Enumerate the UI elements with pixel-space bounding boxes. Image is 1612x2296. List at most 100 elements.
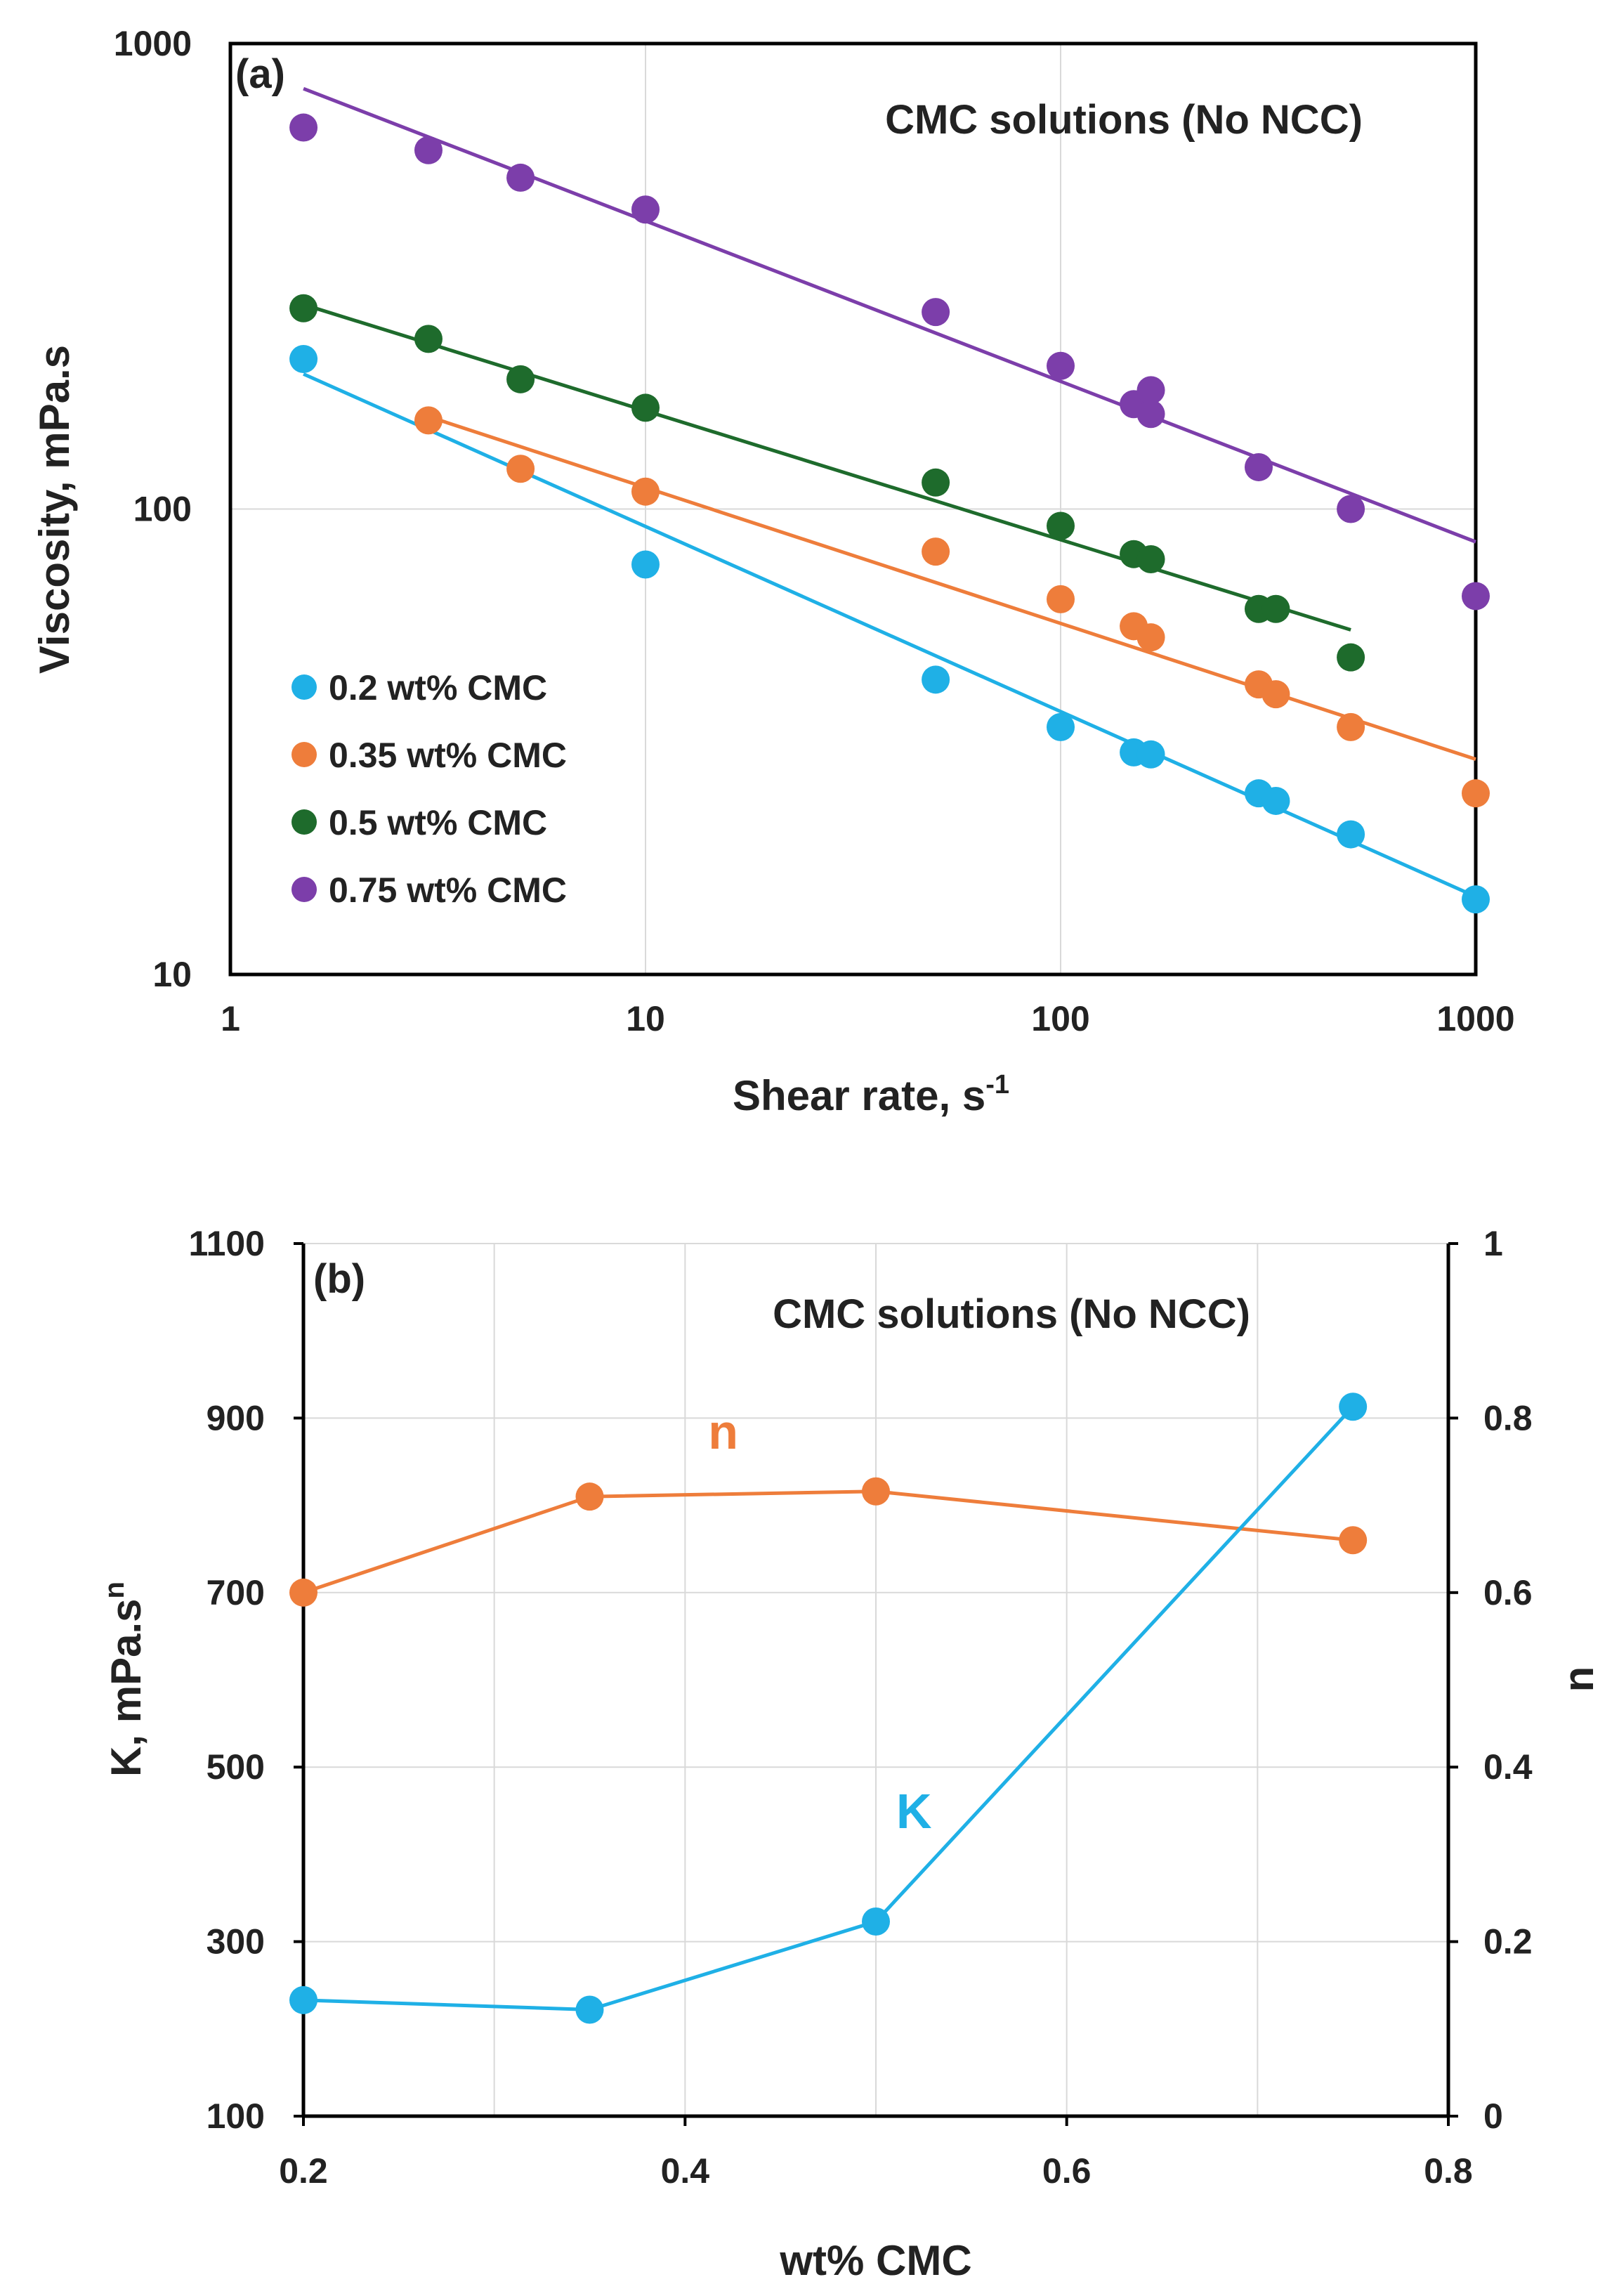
legend-marker-0-75-wt-cmc bbox=[291, 877, 317, 902]
data-point-0-2-wt-cmc bbox=[1136, 740, 1165, 769]
data-point-0-2-wt-cmc bbox=[289, 345, 318, 374]
legend-marker-0-2-wt-cmc bbox=[291, 674, 317, 700]
data-point-0-5-wt-cmc bbox=[506, 365, 535, 393]
data-point-0-75-wt-cmc bbox=[1136, 400, 1165, 429]
data-point-0-2-wt-cmc bbox=[922, 665, 950, 694]
data-point-0-75-wt-cmc bbox=[1047, 351, 1075, 380]
panel-b-left-tick-label: 700 bbox=[207, 1573, 265, 1612]
panel-a-y-tick-label: 100 bbox=[133, 490, 192, 529]
series-point-n bbox=[862, 1477, 890, 1506]
panel-b-left-tick-label: 100 bbox=[207, 2096, 265, 2136]
panel-b-power-law-parameters-chart: 100 300 500 700 900 1100 0 0.2 0.4 0.6 0.8 1 0.2 0.4 0… bbox=[99, 1224, 1602, 2284]
panel-a-annotation: CMC solutions (No NCC) bbox=[885, 97, 1363, 143]
panel-b-right-tick-label: 0.6 bbox=[1483, 1573, 1533, 1612]
data-point-0-2-wt-cmc bbox=[1047, 712, 1075, 741]
data-point-0-5-wt-cmc bbox=[289, 294, 318, 322]
panel-b-x-tick-label: 0.2 bbox=[279, 2151, 328, 2191]
data-point-0-5-wt-cmc bbox=[631, 393, 660, 422]
panel-b-x-tick-label: 0.6 bbox=[1042, 2151, 1092, 2191]
legend-marker-0-35-wt-cmc bbox=[291, 742, 317, 767]
series-point-k bbox=[1339, 1392, 1368, 1421]
data-point-0-5-wt-cmc bbox=[1262, 594, 1290, 623]
series-label-k: K bbox=[896, 1784, 932, 1839]
panel-a-legend: 0.2 wt% CMC 0.35 wt% CMC 0.5 wt% CMC 0.75 w… bbox=[291, 668, 567, 910]
panel-a-x-tick-label: 10 bbox=[626, 999, 665, 1038]
panel-a-plot-frame bbox=[228, 41, 1478, 977]
fit-line-0-75-wt-cmc bbox=[303, 86, 1476, 544]
data-point-0-75-wt-cmc bbox=[1337, 495, 1365, 523]
data-point-0-75-wt-cmc bbox=[922, 298, 950, 327]
data-point-0-2-wt-cmc bbox=[1337, 820, 1365, 849]
data-point-0-35-wt-cmc bbox=[1262, 680, 1290, 709]
panel-b-left-axis-label: K, mPa.sn bbox=[99, 1581, 150, 1777]
series-line-n bbox=[303, 1489, 1354, 1595]
data-point-0-5-wt-cmc bbox=[1047, 511, 1075, 540]
data-point-0-5-wt-cmc bbox=[414, 325, 443, 353]
series-point-k bbox=[862, 1907, 890, 1936]
panel-b-left-tick-label: 500 bbox=[207, 1747, 265, 1787]
data-point-0-75-wt-cmc bbox=[1462, 582, 1490, 611]
data-point-0-75-wt-cmc bbox=[506, 163, 535, 192]
panel-b-right-axis-label: n bbox=[1555, 1666, 1602, 1692]
panel-a-data-points bbox=[289, 113, 1490, 914]
fit-line-0-5-wt-cmc bbox=[303, 303, 1351, 632]
data-point-0-5-wt-cmc bbox=[1337, 643, 1365, 672]
series-point-n bbox=[289, 1578, 317, 1607]
data-point-0-35-wt-cmc bbox=[1462, 779, 1490, 808]
panel-a-x-tick-label: 1000 bbox=[1436, 999, 1514, 1038]
series-point-k bbox=[289, 1985, 317, 2014]
series-point-n bbox=[1339, 1526, 1368, 1555]
panel-a-fit-lines bbox=[303, 86, 1477, 899]
legend-label-0-75-wt-cmc: 0.75 wt% CMC bbox=[329, 870, 567, 910]
legend-label-0-2-wt-cmc: 0.2 wt% CMC bbox=[329, 668, 547, 707]
fit-line-0-35-wt-cmc bbox=[428, 415, 1476, 762]
panel-b-gridlines bbox=[303, 1243, 1448, 2116]
data-point-0-35-wt-cmc bbox=[1047, 585, 1075, 613]
panel-a-label: (a) bbox=[235, 51, 285, 97]
data-point-0-35-wt-cmc bbox=[414, 406, 443, 435]
data-point-0-75-wt-cmc bbox=[414, 136, 443, 164]
panel-b-annotation: CMC solutions (No NCC) bbox=[773, 1291, 1250, 1337]
data-point-0-75-wt-cmc bbox=[289, 113, 318, 142]
panel-b-series: nK bbox=[289, 1392, 1368, 2024]
legend-label-0-5-wt-cmc: 0.5 wt% CMC bbox=[329, 803, 547, 842]
panel-b-x-axis-label: wt% CMC bbox=[779, 2237, 971, 2284]
panel-b-right-tick-label: 0.8 bbox=[1483, 1398, 1533, 1437]
series-label-n: n bbox=[708, 1404, 738, 1459]
data-point-0-2-wt-cmc bbox=[1262, 786, 1290, 815]
data-point-0-2-wt-cmc bbox=[631, 550, 660, 579]
panel-b-label: (b) bbox=[313, 1256, 365, 1302]
data-point-0-2-wt-cmc bbox=[1462, 885, 1490, 914]
panel-b-x-tick-label: 0.4 bbox=[661, 2151, 710, 2191]
legend-label-0-35-wt-cmc: 0.35 wt% CMC bbox=[329, 736, 567, 775]
series-line-k bbox=[303, 1405, 1355, 2011]
panel-a-y-tick-label: 1000 bbox=[114, 24, 192, 63]
data-point-0-35-wt-cmc bbox=[1337, 712, 1365, 741]
panel-a-x-axis-label: Shear rate, s-1 bbox=[733, 1070, 1009, 1119]
panel-a-x-tick-label: 1 bbox=[221, 999, 240, 1038]
series-point-n bbox=[575, 1482, 604, 1511]
panel-b-left-tick-label: 1100 bbox=[189, 1224, 265, 1263]
panel-a-viscosity-chart: 1 10 100 1000 10 100 1000 (a) CMC solutions (N… bbox=[31, 24, 1515, 1119]
data-point-0-35-wt-cmc bbox=[922, 537, 950, 566]
panel-a-tick-labels: 1 10 100 1000 10 100 1000 bbox=[114, 24, 1515, 1038]
panel-a-x-tick-label: 100 bbox=[1031, 999, 1089, 1038]
data-point-0-75-wt-cmc bbox=[1244, 452, 1273, 481]
panel-b-tick-labels: 100 300 500 700 900 1100 0 0.2 0.4 0.6 0.8 1 0.2 0.4 0… bbox=[189, 1224, 1533, 2191]
data-point-0-35-wt-cmc bbox=[631, 477, 660, 506]
data-point-0-35-wt-cmc bbox=[1136, 623, 1165, 652]
data-point-0-5-wt-cmc bbox=[922, 468, 950, 497]
data-point-0-35-wt-cmc bbox=[506, 455, 535, 483]
data-point-0-75-wt-cmc bbox=[1136, 376, 1165, 405]
panel-b-left-tick-label: 300 bbox=[207, 1922, 265, 1962]
panel-b-right-tick-label: 0.4 bbox=[1483, 1747, 1533, 1787]
panel-b-right-tick-label: 0 bbox=[1483, 2096, 1503, 2136]
series-point-k bbox=[575, 1995, 604, 2024]
legend-marker-0-5-wt-cmc bbox=[291, 809, 317, 835]
panel-b-right-tick-label: 0.2 bbox=[1483, 1922, 1533, 1962]
panel-b-right-tick-label: 1 bbox=[1483, 1224, 1503, 1263]
panel-a-y-tick-label: 10 bbox=[152, 955, 192, 994]
data-point-0-75-wt-cmc bbox=[631, 195, 660, 224]
data-point-0-5-wt-cmc bbox=[1136, 544, 1165, 573]
